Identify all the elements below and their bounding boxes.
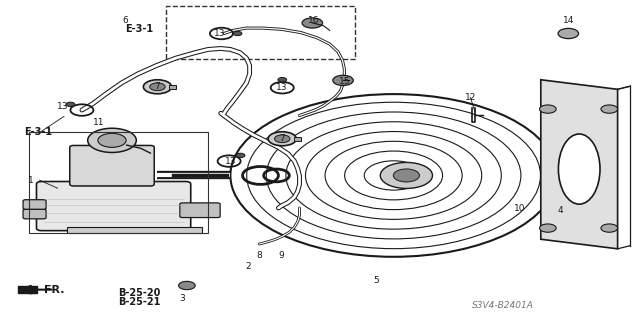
Text: 7: 7 bbox=[279, 134, 284, 143]
Text: B-25-20: B-25-20 bbox=[118, 288, 161, 298]
Text: 10: 10 bbox=[514, 204, 525, 213]
Circle shape bbox=[230, 94, 557, 257]
Bar bbox=[67, 227, 202, 233]
Circle shape bbox=[601, 224, 618, 232]
Text: 9: 9 bbox=[279, 251, 284, 260]
Text: 16: 16 bbox=[308, 16, 319, 25]
Text: 12: 12 bbox=[465, 93, 476, 102]
Circle shape bbox=[236, 153, 245, 158]
Bar bbox=[169, 85, 176, 89]
FancyBboxPatch shape bbox=[23, 209, 46, 219]
Circle shape bbox=[179, 281, 195, 290]
Circle shape bbox=[268, 132, 296, 146]
Text: 15: 15 bbox=[339, 77, 350, 86]
Text: 3: 3 bbox=[180, 294, 185, 303]
Polygon shape bbox=[541, 80, 618, 249]
Text: B-25-21: B-25-21 bbox=[118, 297, 161, 307]
Text: 11: 11 bbox=[93, 118, 105, 127]
Text: 4: 4 bbox=[557, 206, 563, 215]
Text: 13: 13 bbox=[225, 157, 236, 166]
Bar bbox=[29, 132, 208, 233]
Text: S3V4-B2401A: S3V4-B2401A bbox=[472, 301, 534, 310]
Text: 2: 2 bbox=[245, 262, 250, 271]
Text: E-3-1: E-3-1 bbox=[24, 127, 52, 137]
Circle shape bbox=[233, 31, 242, 36]
Text: 13: 13 bbox=[57, 102, 68, 111]
Text: 14: 14 bbox=[563, 16, 574, 25]
Circle shape bbox=[275, 135, 290, 143]
Text: 5: 5 bbox=[373, 276, 378, 285]
Circle shape bbox=[380, 162, 433, 189]
Text: 13: 13 bbox=[214, 29, 225, 38]
FancyBboxPatch shape bbox=[36, 182, 191, 231]
Text: FR.: FR. bbox=[44, 285, 64, 295]
Circle shape bbox=[601, 105, 618, 113]
Circle shape bbox=[333, 75, 353, 85]
Circle shape bbox=[394, 169, 419, 182]
Circle shape bbox=[98, 133, 126, 147]
FancyBboxPatch shape bbox=[180, 203, 220, 218]
Circle shape bbox=[66, 102, 75, 107]
FancyBboxPatch shape bbox=[23, 200, 46, 209]
Bar bbox=[294, 137, 301, 141]
Circle shape bbox=[558, 28, 579, 39]
Text: 6: 6 bbox=[122, 16, 127, 25]
Text: 8: 8 bbox=[257, 251, 262, 260]
Circle shape bbox=[278, 78, 287, 82]
Text: 1: 1 bbox=[28, 176, 33, 185]
Circle shape bbox=[143, 80, 172, 94]
Circle shape bbox=[540, 224, 556, 232]
Circle shape bbox=[540, 105, 556, 113]
FancyBboxPatch shape bbox=[70, 145, 154, 186]
Circle shape bbox=[302, 18, 323, 28]
Circle shape bbox=[88, 128, 136, 152]
Text: 7: 7 bbox=[154, 82, 159, 91]
Bar bbox=[166, 6, 355, 59]
Text: 13: 13 bbox=[276, 83, 287, 92]
Text: E-3-1: E-3-1 bbox=[125, 24, 154, 34]
Circle shape bbox=[150, 83, 165, 91]
Ellipse shape bbox=[559, 134, 600, 204]
